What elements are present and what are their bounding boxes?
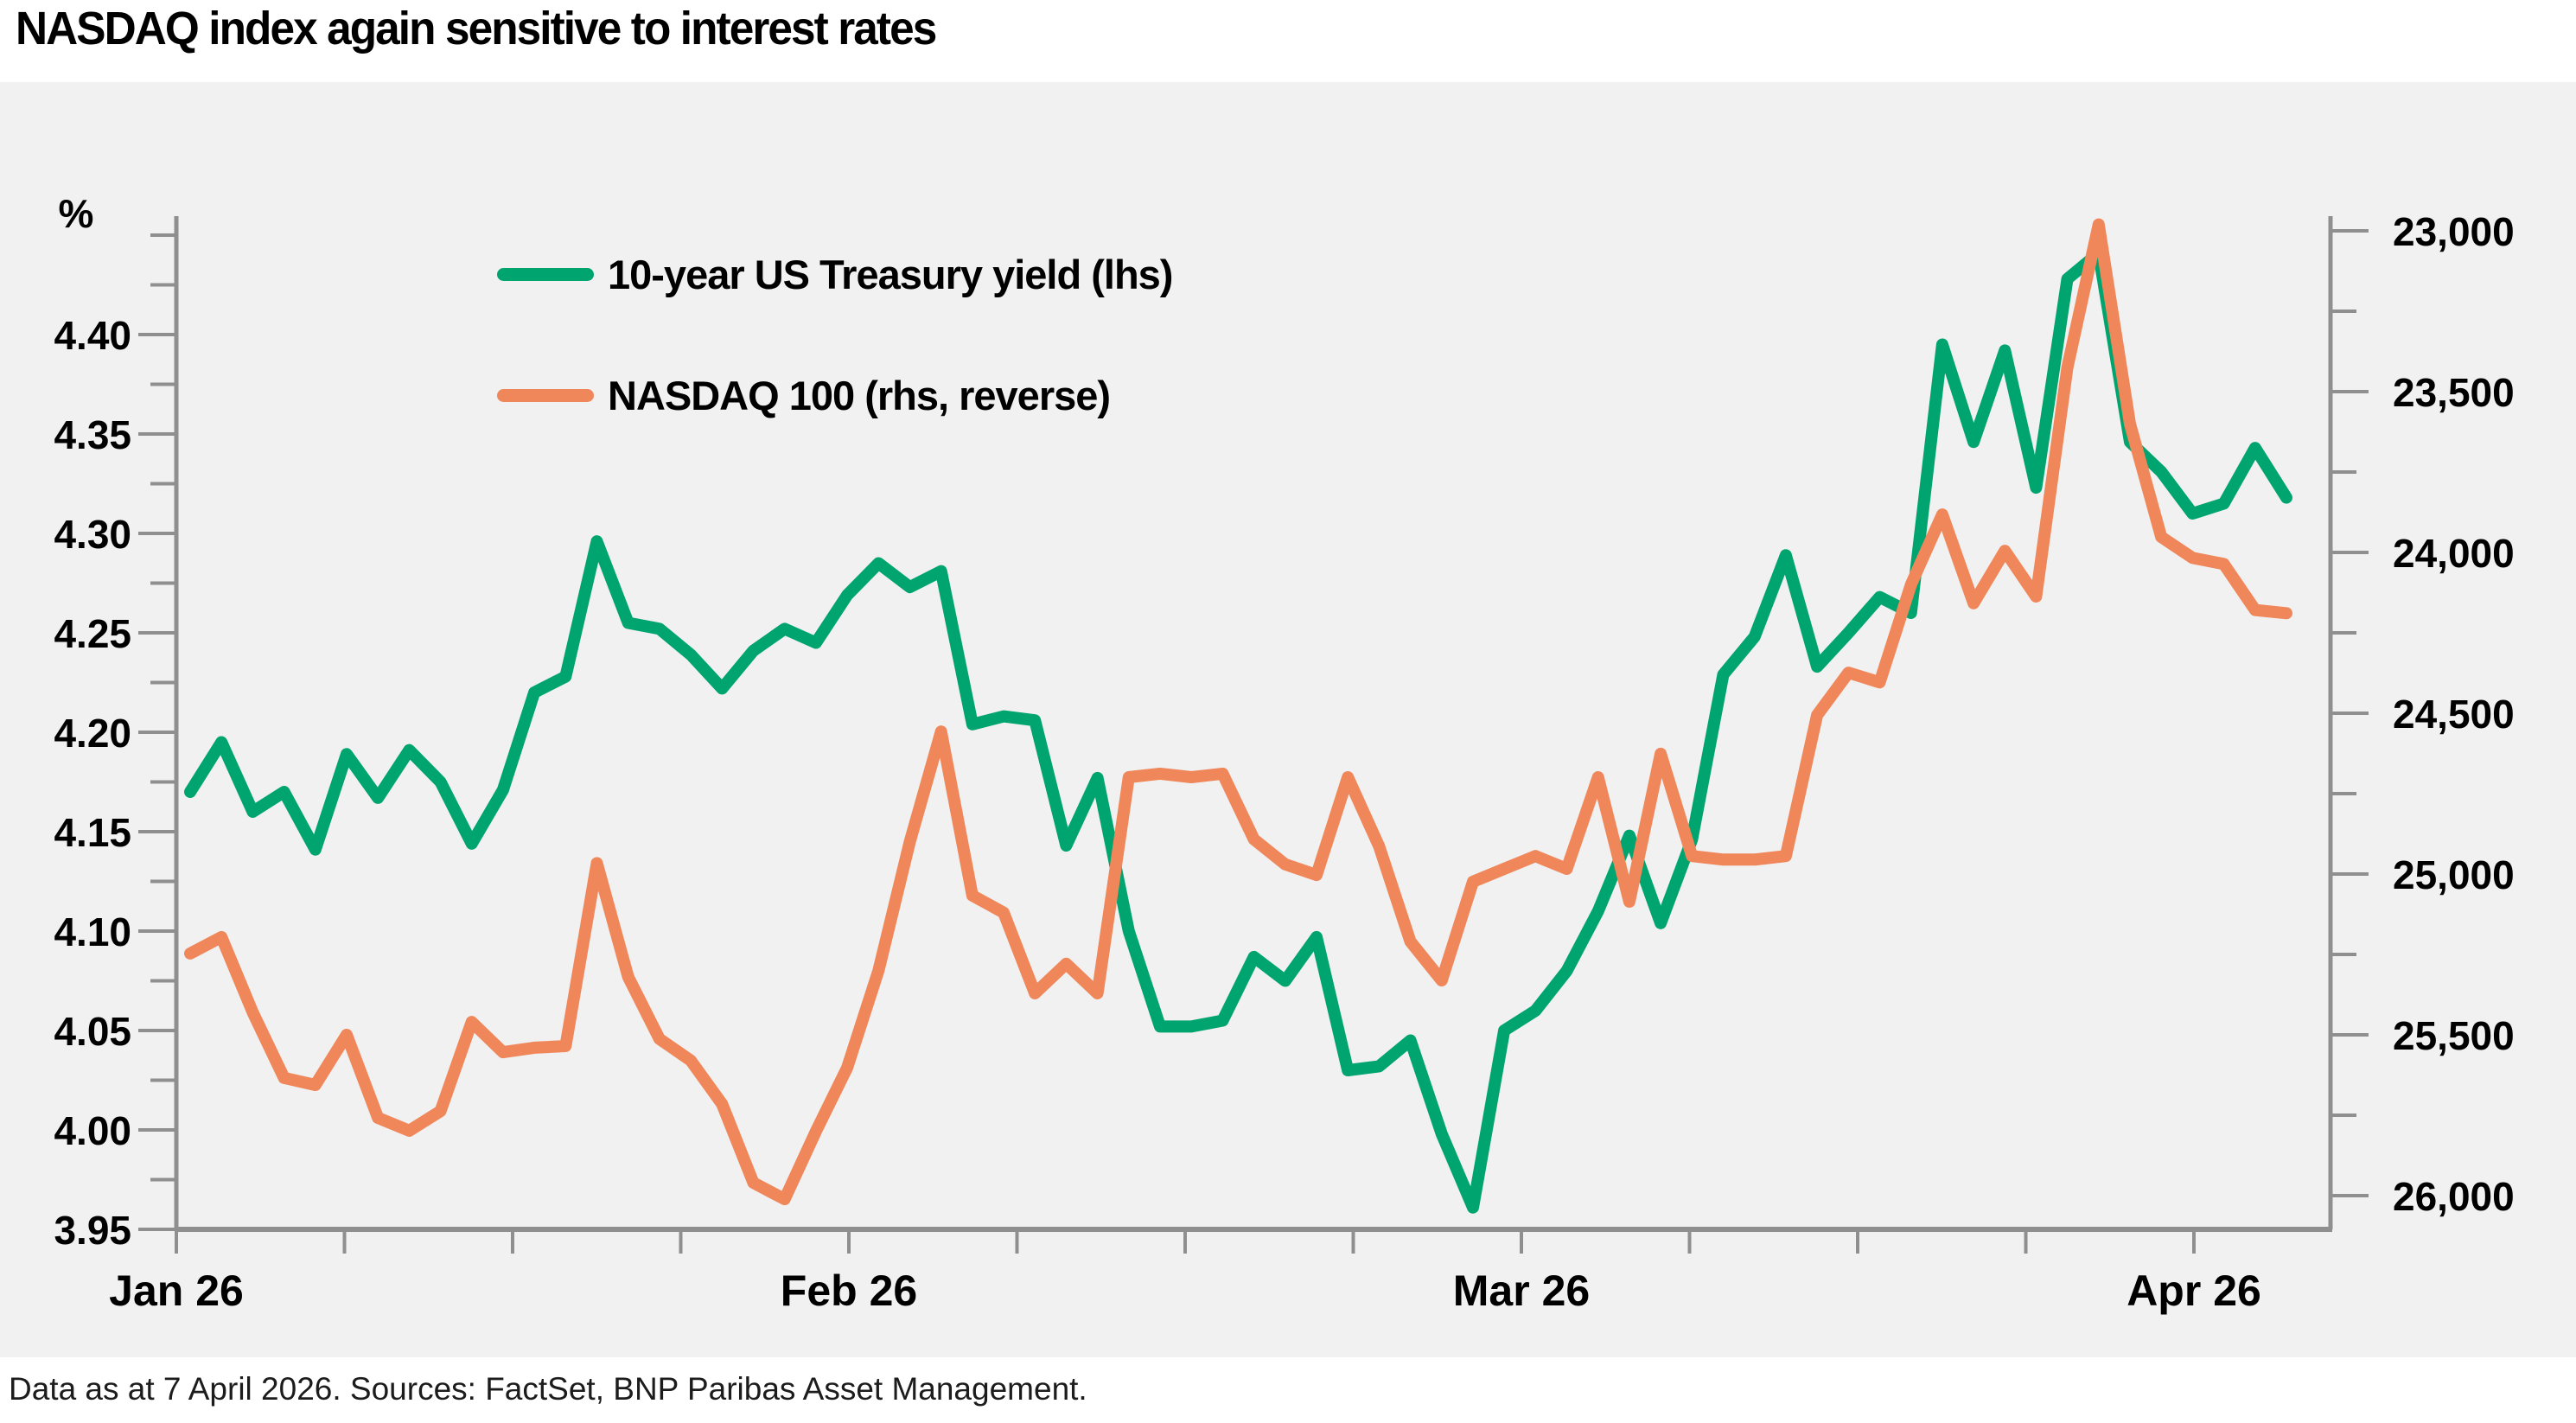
- left-axis-tick-label: 4.10: [54, 909, 131, 954]
- right-axis-tick-label: 23,500: [2393, 370, 2515, 415]
- left-axis-tick-label: 4.00: [54, 1108, 131, 1153]
- left-axis-tick-label: 4.25: [54, 611, 131, 656]
- left-axis-tick-label: 4.40: [54, 313, 131, 358]
- left-axis-tick-label: 4.35: [54, 412, 131, 457]
- title-bar: NASDAQ index again sensitive to interest…: [0, 0, 2576, 82]
- chart-panel: [0, 82, 2576, 1357]
- right-axis-tick-label: 25,500: [2393, 1013, 2515, 1058]
- right-axis-tick-label: 25,000: [2393, 852, 2515, 897]
- right-axis-tick-label: 24,000: [2393, 531, 2515, 576]
- x-axis-month-label: Feb 26: [781, 1267, 917, 1315]
- page-title: NASDAQ index again sensitive to interest…: [16, 3, 937, 54]
- legend-item-treasury-yield: 10-year US Treasury yield (lhs): [497, 249, 1173, 299]
- x-axis-month-label: Apr 26: [2126, 1267, 2261, 1315]
- left-axis-tick-label: 4.30: [54, 512, 131, 557]
- nasdaq-swatch-icon: [497, 388, 594, 402]
- right-axis-tick-label: 24,500: [2393, 692, 2515, 737]
- legend-item-nasdaq: NASDAQ 100 (rhs, reverse): [497, 370, 1172, 420]
- source-note: Data as at 7 April 2026. Sources: FactSe…: [9, 1371, 1087, 1407]
- left-axis-tick-label: 4.15: [54, 810, 131, 855]
- treasury-yield-swatch-icon: [497, 267, 594, 281]
- right-axis-tick-label: 26,000: [2393, 1174, 2515, 1219]
- x-axis-month-label: Mar 26: [1453, 1267, 1590, 1315]
- left-axis-tick-label: 3.95: [54, 1208, 131, 1253]
- legend-label: 10-year US Treasury yield (lhs): [608, 251, 1173, 297]
- right-axis-tick-label: 23,000: [2393, 209, 2515, 254]
- legend-label: NASDAQ 100 (rhs, reverse): [608, 372, 1111, 418]
- left-axis-tick-label: 4.20: [54, 711, 131, 756]
- x-axis-month-label: Jan 26: [109, 1267, 244, 1315]
- left-axis-unit-label: %: [59, 191, 94, 236]
- chart-legend: 10-year US Treasury yield (lhs) NASDAQ 1…: [497, 249, 1173, 420]
- treasury-yield-line: [184, 246, 2292, 1214]
- nasdaq-line: [184, 218, 2292, 1206]
- left-axis-tick-label: 4.05: [54, 1009, 131, 1054]
